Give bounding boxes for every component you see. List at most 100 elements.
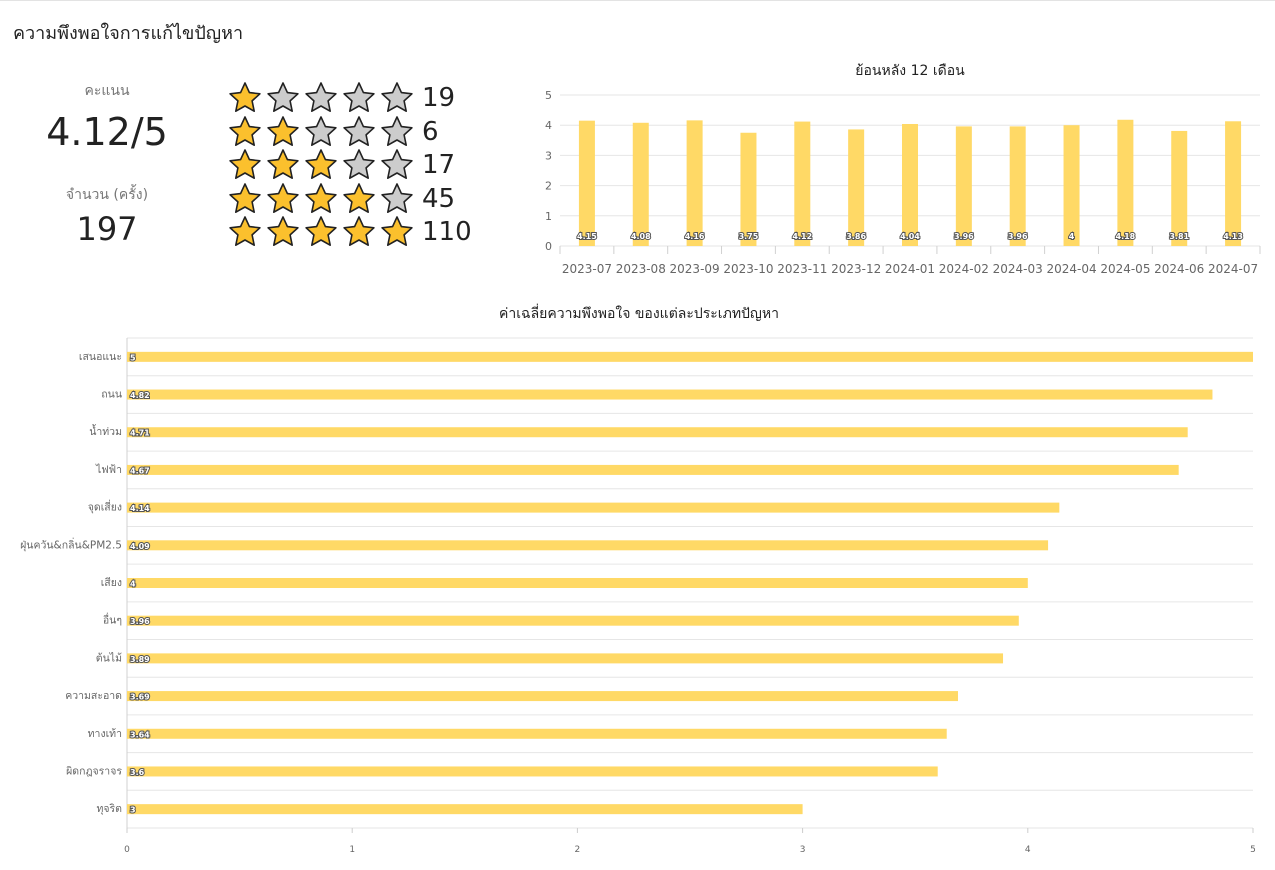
star-filled-icon (229, 149, 261, 179)
x-tick-label: 2024-01 (885, 262, 935, 276)
star-empty-icon (343, 149, 375, 179)
score-value: 4.12/5 (46, 110, 168, 154)
star-filled-icon (305, 149, 337, 179)
trend-chart: ย้อนหลัง 12 เดือน 0 1 2 3 4 5 4.15 2023-07 4.08 20… (545, 63, 1261, 276)
rating-count: 45 (422, 184, 456, 214)
rating-count: 19 (422, 83, 456, 113)
category-bar-value-label: 4.71 (130, 429, 150, 438)
category-bar-value-label: 4.67 (130, 466, 150, 475)
category-bar (127, 389, 1213, 400)
y-tick-label: 0 (545, 240, 552, 253)
category-bar-value-label: 3.96 (130, 617, 150, 626)
score-label: คะแนน (84, 83, 130, 99)
category-bar-value-label: 3.69 (130, 693, 150, 702)
star-filled-icon (343, 216, 375, 246)
x-tick-label: 0 (124, 845, 130, 855)
trend-bar-value-label: 3.96 (1008, 232, 1028, 241)
category-label: ความสะอาด (65, 690, 122, 702)
trend-bar (578, 120, 595, 246)
category-label: น้ำท่วม (89, 424, 122, 438)
star-filled-icon (229, 116, 261, 146)
trend-bar-value-label: 4.15 (577, 232, 597, 241)
x-tick-label: 2024-07 (1208, 262, 1258, 276)
category-bar-value-label: 4 (130, 580, 136, 589)
trend-bar-value-label: 4 (1069, 232, 1075, 241)
rating-count: 17 (422, 150, 456, 180)
y-tick-label: 5 (545, 89, 552, 102)
top-divider (0, 0, 1275, 1)
category-bar (127, 653, 1004, 664)
rating-row-2-star: 6 (228, 115, 439, 149)
category-bar-value-label: 3 (130, 806, 136, 815)
trend-bar (902, 123, 918, 246)
trend-bar (848, 129, 865, 246)
y-tick-label: 3 (545, 149, 552, 162)
rating-row-3-star: 17 (228, 148, 455, 182)
trend-bar-value-label: 3.75 (739, 232, 759, 241)
x-tick-label: 2024-04 (1046, 262, 1096, 276)
star-empty-icon (343, 82, 375, 112)
category-label: ฝุ่นควัน&กลิ่น&PM2.5 (20, 537, 122, 551)
rating-row-1-star: 19 (228, 81, 455, 115)
trend-bar-value-label: 4.18 (1116, 232, 1136, 241)
star-filled-icon (381, 216, 413, 246)
x-tick-label: 5 (1250, 845, 1256, 855)
trend-bar (1171, 130, 1188, 246)
star-filled-icon (229, 183, 261, 213)
x-tick-label: 2023-09 (670, 262, 720, 276)
trend-bar-value-label: 4.12 (792, 232, 812, 241)
y-tick-label: 1 (545, 210, 552, 223)
x-tick-label: 2024-02 (939, 262, 989, 276)
category-label: เสียง (101, 576, 122, 589)
count-label: จำนวน (ครั้ง) (65, 187, 149, 203)
trend-bar (1009, 126, 1026, 246)
category-bar (127, 615, 1019, 626)
category-label: ไฟฟ้า (95, 463, 122, 476)
star-empty-icon (381, 149, 413, 179)
star-empty-icon (267, 82, 299, 112)
trend-bar (740, 132, 757, 246)
count-value: 197 (76, 210, 138, 248)
star-filled-icon (267, 116, 299, 146)
category-bar-value-label: 4.14 (130, 504, 150, 513)
category-label: จุดเสี่ยง (88, 500, 122, 514)
trend-bar (1117, 119, 1134, 246)
rating-row-4-star: 45 (228, 182, 455, 216)
category-bar (127, 540, 1049, 551)
category-bar-value-label: 4.82 (130, 391, 150, 400)
category-bar-value-label: 5 (130, 353, 136, 362)
x-tick-label: 2023-10 (723, 262, 773, 276)
trend-bar (955, 126, 972, 246)
category-bar (127, 578, 1028, 588)
x-tick-label: 2023-12 (831, 262, 881, 276)
x-tick-label: 1 (349, 845, 355, 855)
category-bar (127, 766, 938, 777)
category-label: ทุจริต (96, 803, 122, 815)
star-filled-icon (229, 82, 261, 112)
category-bar (127, 804, 803, 815)
star-empty-icon (305, 116, 337, 146)
category-bar (127, 502, 1060, 513)
trend-bar-value-label: 3.86 (846, 232, 866, 241)
star-filled-icon (305, 183, 337, 213)
category-bar-value-label: 3.6 (130, 768, 145, 777)
category-bar (127, 427, 1188, 438)
trend-bar (632, 122, 649, 246)
x-tick-label: 2 (575, 845, 581, 855)
category-bar (127, 351, 1253, 362)
category-bar-value-label: 3.64 (130, 730, 150, 739)
category-label: ถนน (101, 389, 122, 401)
x-tick-label: 2024-03 (993, 262, 1043, 276)
trend-bar-value-label: 4.04 (900, 232, 920, 241)
star-filled-icon (305, 216, 337, 246)
star-filled-icon (267, 183, 299, 213)
x-tick-label: 2024-05 (1100, 262, 1150, 276)
star-filled-icon (267, 149, 299, 179)
star-filled-icon (229, 216, 261, 246)
trend-bar-value-label: 4.16 (685, 232, 705, 241)
star-filled-icon (267, 216, 299, 246)
trend-bar (686, 120, 703, 246)
x-tick-label: 2023-08 (616, 262, 666, 276)
trend-bar-value-label: 3.81 (1169, 232, 1189, 241)
y-tick-label: 2 (545, 180, 552, 193)
